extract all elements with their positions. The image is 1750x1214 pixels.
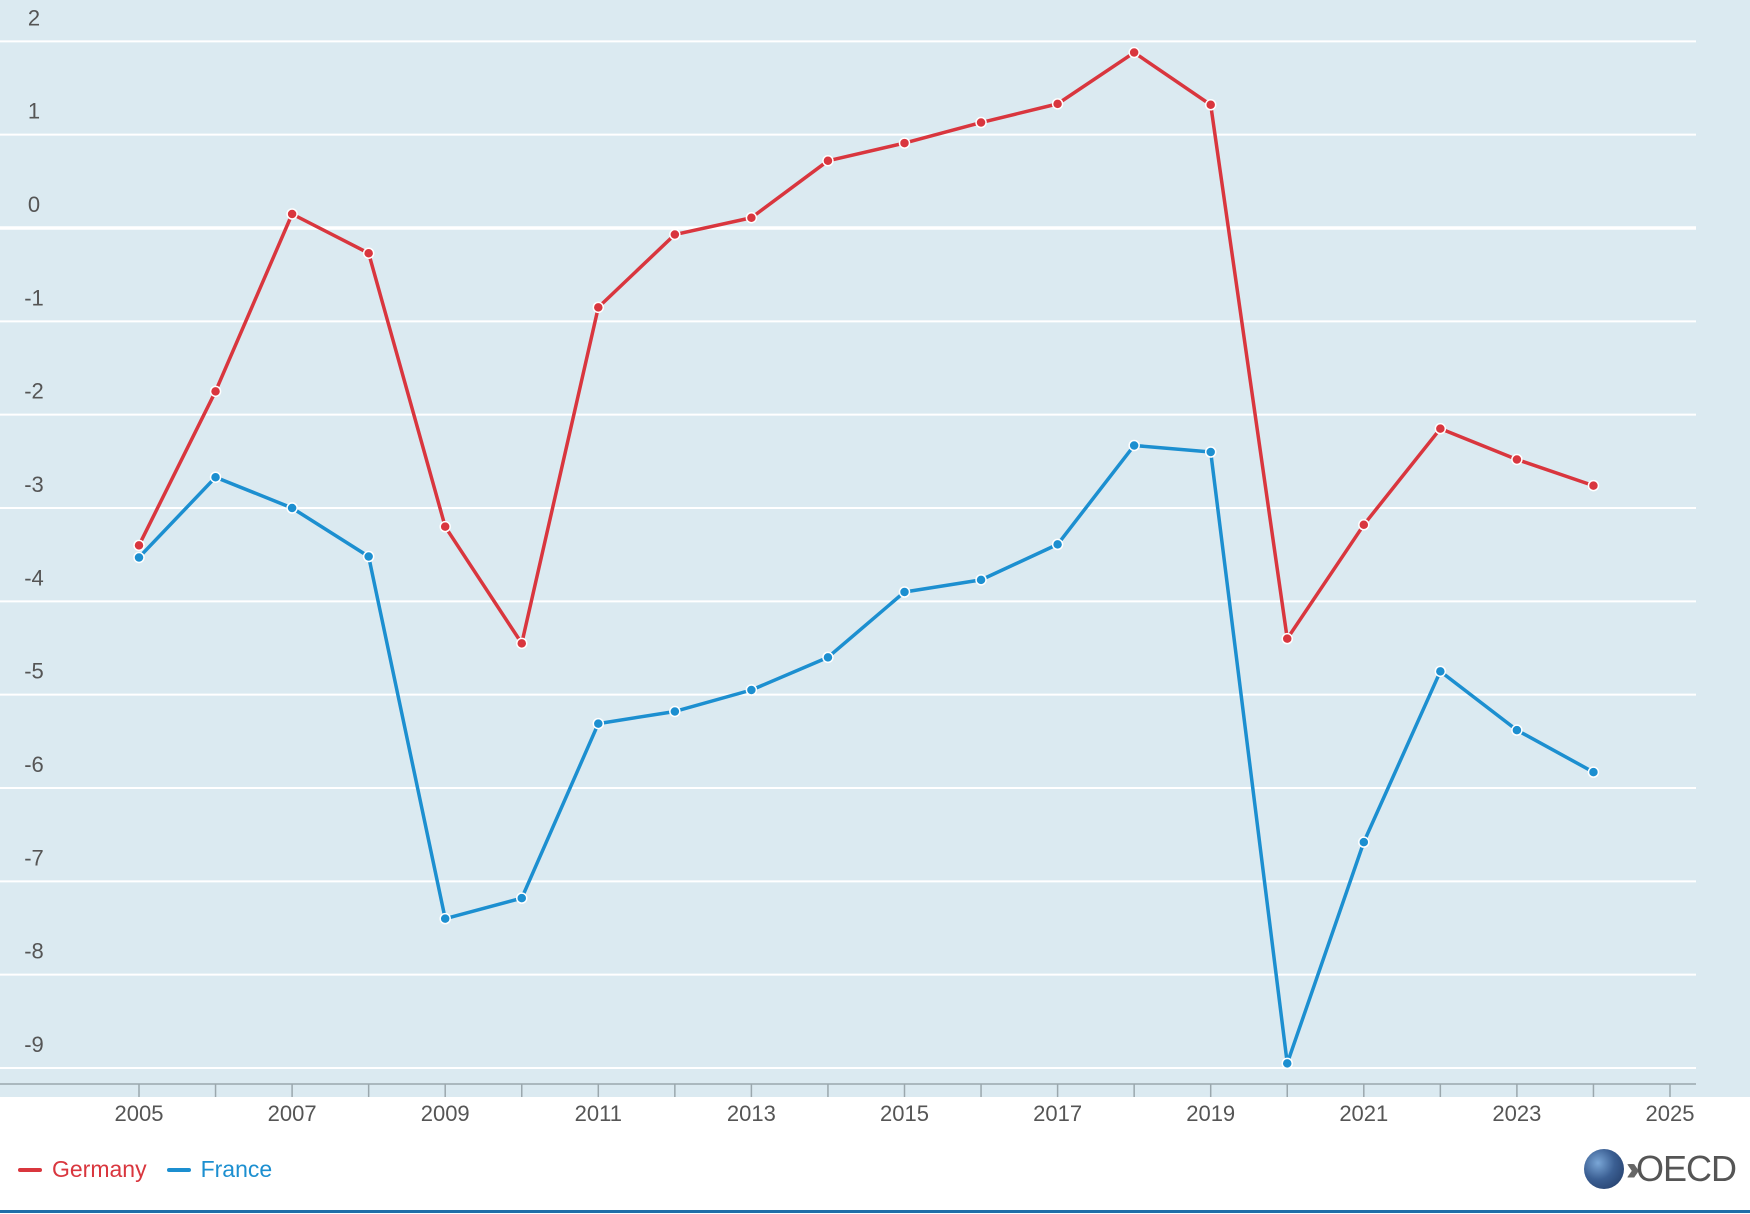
- y-tick-label: -4: [24, 565, 44, 590]
- data-point[interactable]: [1281, 632, 1293, 645]
- data-point[interactable]: [975, 116, 987, 129]
- data-point[interactable]: [669, 228, 681, 241]
- data-point[interactable]: [822, 651, 834, 664]
- data-point[interactable]: [516, 637, 528, 650]
- y-tick-label: -2: [24, 379, 44, 404]
- data-point[interactable]: [1434, 422, 1447, 435]
- data-point[interactable]: [1511, 724, 1523, 736]
- y-tick-label: 2: [28, 5, 40, 30]
- data-point[interactable]: [898, 137, 911, 149]
- x-tick-label: 2021: [1339, 1101, 1388, 1126]
- y-tick-label: -5: [24, 659, 44, 684]
- data-point[interactable]: [1358, 836, 1370, 848]
- y-tick-label: -3: [24, 472, 44, 497]
- data-point[interactable]: [1434, 665, 1447, 678]
- y-tick-label: -7: [24, 845, 44, 870]
- y-tick-label: 0: [28, 192, 40, 217]
- y-tick-label: -9: [24, 1032, 44, 1057]
- x-tick-label: 2005: [115, 1101, 164, 1126]
- gridlines: [0, 40, 1696, 1069]
- x-tick-label: 2009: [421, 1101, 470, 1126]
- logo-text: OECD: [1635, 1148, 1737, 1189]
- data-point[interactable]: [209, 471, 222, 483]
- legend-item-france[interactable]: France: [166, 1156, 273, 1183]
- x-tick-label: 2013: [727, 1101, 776, 1126]
- x-tick-label: 2015: [880, 1101, 929, 1126]
- data-point[interactable]: [439, 520, 451, 533]
- data-point[interactable]: [1511, 453, 1523, 466]
- series-france: [133, 439, 1600, 1070]
- plot-area: [0, 0, 1750, 1097]
- legend: Germany France: [18, 1156, 272, 1183]
- series-line-germany[interactable]: [137, 50, 1596, 646]
- data-point[interactable]: [362, 550, 375, 563]
- x-tick-label: 2023: [1492, 1101, 1541, 1126]
- data-point[interactable]: [362, 247, 375, 259]
- series-germany: [133, 46, 1600, 650]
- data-point[interactable]: [975, 574, 987, 586]
- data-point[interactable]: [1051, 538, 1064, 551]
- data-point[interactable]: [745, 684, 758, 696]
- data-point[interactable]: [1051, 98, 1064, 110]
- oecd-logo[interactable]: ››› OECD: [1584, 1148, 1737, 1190]
- x-tick-label: 2011: [575, 1101, 622, 1126]
- data-point[interactable]: [1128, 46, 1140, 59]
- globe-icon: [1584, 1149, 1624, 1189]
- data-point[interactable]: [1204, 446, 1217, 458]
- legend-swatch-germany: [18, 1167, 42, 1172]
- legend-label: Germany: [52, 1156, 147, 1182]
- data-point[interactable]: [1204, 99, 1217, 111]
- x-axis-ticks: 2005 2007 2009 2011 2013 2015 2017 2019 2021 2023…: [0, 1083, 1696, 1126]
- data-point[interactable]: [133, 551, 145, 564]
- bottom-rule: [0, 1210, 1750, 1213]
- data-point[interactable]: [286, 208, 298, 220]
- series-line-france[interactable]: [137, 443, 1596, 1066]
- data-point[interactable]: [1281, 1057, 1293, 1070]
- y-tick-label: -6: [24, 752, 44, 777]
- data-point[interactable]: [439, 912, 451, 925]
- data-point[interactable]: [822, 155, 834, 167]
- data-point[interactable]: [1128, 439, 1140, 452]
- series-layer: [133, 46, 1600, 1070]
- x-tick-label: 2019: [1186, 1101, 1235, 1126]
- legend-item-germany[interactable]: Germany: [18, 1156, 147, 1183]
- y-tick-label: -8: [24, 939, 44, 964]
- legend-label: France: [200, 1156, 273, 1182]
- y-axis-ticks: 2 1 0 -1 -2 -3 -4 -5 -6 -7 -8 -9: [24, 5, 44, 1057]
- data-point[interactable]: [133, 539, 145, 552]
- legend-swatch-france: [166, 1167, 191, 1172]
- data-point[interactable]: [516, 892, 528, 904]
- y-tick-label: -1: [24, 285, 44, 310]
- data-point[interactable]: [209, 385, 222, 398]
- data-point[interactable]: [286, 502, 298, 514]
- chevrons-icon: ›››: [1626, 1149, 1640, 1188]
- data-point[interactable]: [898, 586, 911, 598]
- data-point[interactable]: [1358, 519, 1370, 531]
- data-point[interactable]: [745, 211, 758, 224]
- data-point[interactable]: [592, 301, 605, 314]
- data-point[interactable]: [1587, 766, 1600, 778]
- data-point[interactable]: [669, 705, 681, 718]
- y-tick-label: 1: [28, 99, 40, 124]
- data-point[interactable]: [592, 717, 605, 730]
- x-tick-label: 2025: [1646, 1101, 1695, 1126]
- x-tick-label: 2017: [1033, 1101, 1082, 1126]
- x-tick-label: 2007: [268, 1101, 317, 1126]
- data-point[interactable]: [1587, 479, 1600, 492]
